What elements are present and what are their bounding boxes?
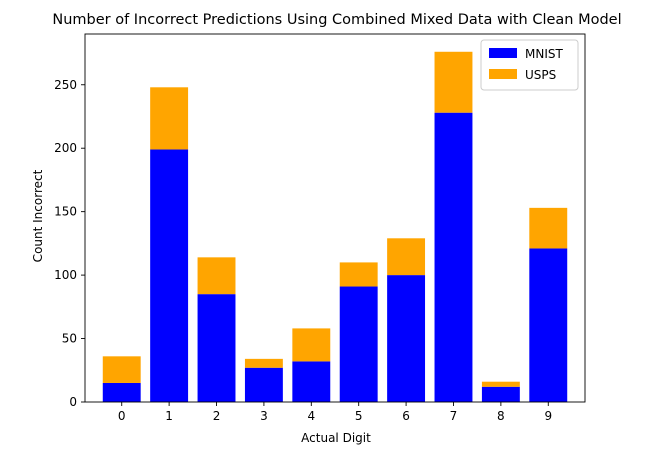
bar-usps-7 [434, 51, 473, 113]
x-tick-label-6: 6 [402, 409, 410, 423]
legend-label-usps: USPS [525, 68, 556, 82]
bar-mnist-4 [292, 361, 331, 402]
bar-usps-6 [387, 238, 426, 276]
x-tick-label-5: 5 [355, 409, 363, 423]
y-tick-label-150: 150 [54, 205, 77, 219]
bar-mnist-0 [102, 382, 141, 402]
x-tick-label-1: 1 [165, 409, 173, 423]
bar-usps-1 [150, 87, 189, 150]
bar-mnist-1 [150, 149, 189, 402]
bar-usps-0 [102, 356, 141, 383]
bar-usps-3 [244, 358, 283, 368]
bar-mnist-5 [339, 286, 378, 402]
bars-group [102, 51, 568, 403]
y-axis-label: Count Incorrect [31, 169, 45, 262]
y-tick-label-50: 50 [62, 332, 77, 346]
legend: MNIST USPS [480, 39, 579, 91]
y-tick-label-0: 0 [69, 395, 77, 409]
plot-frame [84, 33, 586, 403]
bar-mnist-2 [197, 294, 236, 402]
bar-mnist-8 [481, 386, 520, 402]
x-tick-label-8: 8 [497, 409, 505, 423]
bar-usps-9 [529, 207, 568, 249]
bar-usps-8 [481, 381, 520, 387]
axes-group: 0 1 2 3 4 5 6 7 8 9 0 50 100 150 200 250 [54, 33, 586, 423]
bar-usps-2 [197, 257, 236, 295]
legend-label-mnist: MNIST [525, 47, 563, 61]
x-axis-label: Actual Digit [301, 431, 371, 445]
bar-mnist-9 [529, 248, 568, 402]
x-tick-label-0: 0 [118, 409, 126, 423]
bar-mnist-3 [244, 367, 283, 402]
x-tick-label-9: 9 [544, 409, 552, 423]
x-tick-label-3: 3 [260, 409, 268, 423]
x-tick-label-4: 4 [307, 409, 315, 423]
bar-usps-5 [339, 262, 378, 287]
y-tick-label-100: 100 [54, 268, 77, 282]
chart-title: Number of Incorrect Predictions Using Co… [52, 12, 621, 28]
legend-swatch-mnist [489, 48, 517, 58]
y-tick-label-200: 200 [54, 141, 77, 155]
x-tick-label-2: 2 [213, 409, 221, 423]
bar-mnist-7 [434, 112, 473, 403]
legend-swatch-usps [489, 69, 517, 79]
y-tick-label-250: 250 [54, 78, 77, 92]
bar-mnist-6 [387, 275, 426, 402]
bar-usps-4 [292, 328, 331, 362]
x-tick-label-7: 7 [450, 409, 458, 423]
